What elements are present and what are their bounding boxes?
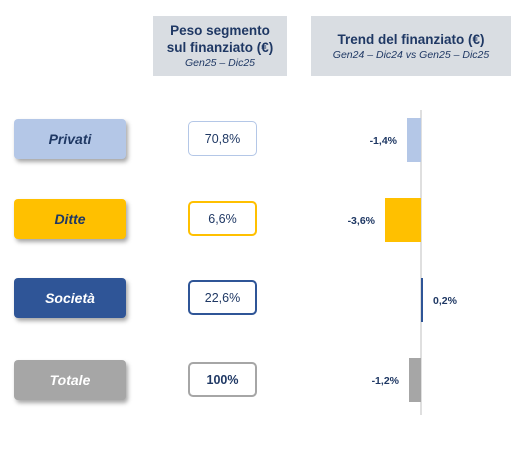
trend-bar-totale xyxy=(409,358,421,402)
trend-header-title: Trend del finanziato (€) xyxy=(337,31,485,47)
trend-header-subtitle: Gen24 – Dic24 vs Gen25 – Dic25 xyxy=(332,48,490,61)
trend-value-label-ditte: -3,6% xyxy=(348,215,376,227)
weight-header-title: Peso segmento sul finanziato (€) xyxy=(166,23,274,55)
weight-header-subtitle: Gen25 – Dic25 xyxy=(184,57,256,69)
weight-value-ditte: 6,6% xyxy=(188,201,257,236)
trend-column-header: Trend del finanziato (€) Gen24 – Dic24 v… xyxy=(311,16,511,76)
weight-column-header: Peso segmento sul finanziato (€) Gen25 –… xyxy=(153,16,287,76)
weight-value-privati: 70,8% xyxy=(188,121,257,156)
segment-label-totale: Totale xyxy=(14,360,126,400)
segment-label-ditte: Ditte xyxy=(14,199,126,239)
trend-value-label-societ: 0,2% xyxy=(433,295,458,307)
segment-label-privati: Privati xyxy=(14,119,126,159)
trend-value-label-privati: -1,4% xyxy=(370,135,398,147)
trend-value-label-totale: -1,2% xyxy=(372,375,400,387)
weight-value-societa: 22,6% xyxy=(188,280,257,315)
weight-value-totale: 100% xyxy=(188,362,257,397)
trend-bar-societ xyxy=(421,278,423,322)
trend-bar-privati xyxy=(407,118,421,162)
segment-label-societa: Società xyxy=(14,278,126,318)
trend-bar-ditte xyxy=(385,198,421,242)
trend-bar-chart: -1,4% -3,6% 0,2% -1,2% xyxy=(348,110,458,415)
